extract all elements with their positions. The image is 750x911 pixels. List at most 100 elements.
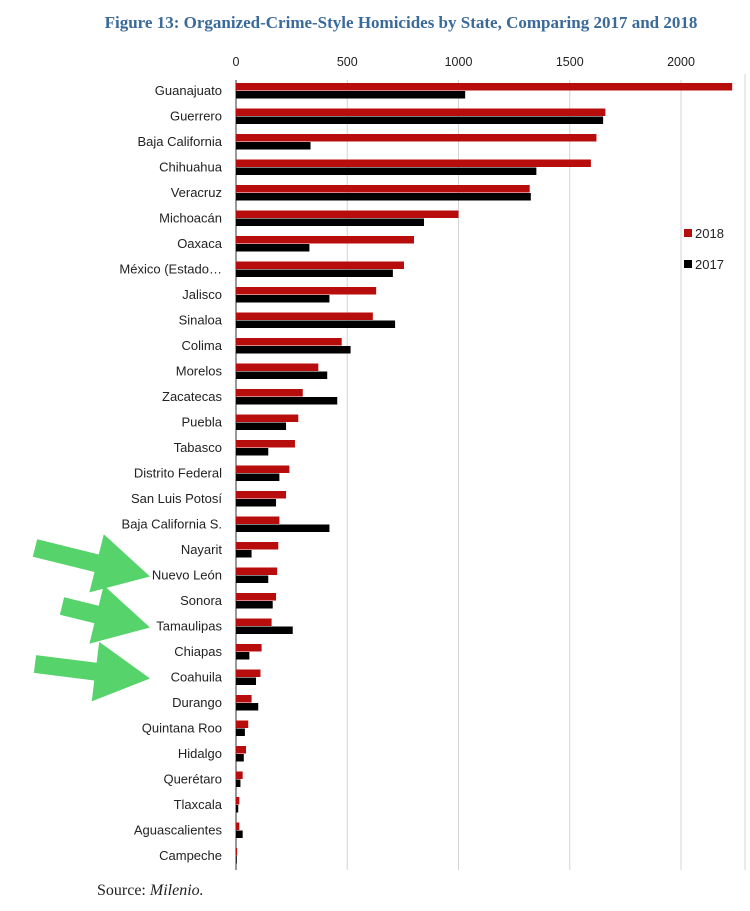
bar-2017 (236, 346, 351, 354)
category-label: Baja California (137, 134, 222, 149)
bar-2018 (236, 669, 261, 677)
category-label: Sonora (180, 593, 223, 608)
bar-2017 (236, 728, 245, 736)
bar-2018 (236, 338, 342, 346)
chart-title: Figure 13: Organized-Crime-Style Homicid… (105, 13, 698, 32)
bar-2018 (236, 542, 279, 550)
bar-2018 (236, 720, 249, 728)
bar-2017 (236, 754, 244, 762)
category-label: Morelos (176, 364, 223, 379)
category-label: Veracruz (171, 185, 222, 200)
bar-2017 (236, 244, 310, 252)
bar-2017 (236, 422, 287, 430)
category-label: Guerrero (170, 109, 222, 124)
legend-label-2018: 2018 (695, 226, 724, 241)
bar-2018 (236, 210, 459, 218)
category-label: México (Estado… (119, 262, 222, 277)
category-label: Distrito Federal (134, 466, 222, 481)
bars (236, 83, 733, 864)
category-label: Baja California S. (122, 517, 222, 532)
bar-2018 (236, 312, 373, 320)
bar-2017 (236, 601, 273, 609)
category-label: Michoacán (159, 211, 222, 226)
bar-2018 (236, 83, 733, 91)
bar-2018 (236, 491, 287, 499)
bar-2018 (236, 108, 606, 116)
bar-2017 (236, 473, 280, 481)
legend-swatch-2017 (684, 260, 692, 268)
bar-2018 (236, 236, 414, 244)
bar-2017 (236, 575, 269, 583)
bar-2017 (236, 167, 537, 175)
legend: 2018 2017 (684, 226, 724, 272)
bar-2017 (236, 856, 237, 864)
bar-2017 (236, 703, 259, 711)
x-tick-label: 1500 (556, 55, 584, 69)
bar-2017 (236, 116, 604, 124)
legend-swatch-2018 (684, 229, 692, 237)
bar-2018 (236, 822, 240, 830)
bar-2018 (236, 593, 277, 601)
bar-2018 (236, 185, 530, 193)
bar-2018 (236, 567, 278, 575)
source-note: Source: Milenio. (97, 882, 204, 899)
bar-2017 (236, 142, 311, 150)
category-label: Aguascalientes (134, 823, 223, 838)
category-labels: Guanajuato Guerrero Baja California Chihuah… (119, 83, 222, 863)
source-label: Source: (97, 882, 150, 899)
bar-2017 (236, 499, 277, 507)
category-label: Tlaxcala (174, 797, 223, 812)
x-tick-label: 0 (233, 55, 240, 69)
category-label: Chiapas (174, 644, 222, 659)
bar-2018 (236, 440, 295, 448)
category-label: Oaxaca (177, 236, 223, 251)
bar-2017 (236, 371, 328, 379)
bar-2017 (236, 269, 393, 277)
category-label: Nayarit (181, 542, 223, 557)
bar-2018 (236, 465, 290, 473)
x-axis: 0 500 1000 1500 2000 (233, 55, 695, 870)
bar-2017 (236, 295, 330, 303)
category-label: Coahuila (171, 670, 223, 685)
category-label: Nuevo León (152, 568, 222, 583)
bar-2017 (236, 320, 396, 328)
bar-2017 (236, 193, 531, 201)
bar-2017 (236, 677, 257, 685)
bar-2017 (236, 779, 241, 787)
category-label: Querétaro (163, 772, 222, 787)
category-label: Hidalgo (178, 746, 222, 761)
x-tick-label: 500 (337, 55, 358, 69)
bar-2018 (236, 287, 377, 295)
category-label: Campeche (159, 848, 222, 863)
bar-2018 (236, 695, 252, 703)
category-label: Jalisco (182, 287, 222, 302)
source-name: Milenio. (149, 882, 204, 899)
bar-2018 (236, 644, 262, 652)
bar-2017 (236, 524, 330, 532)
category-label: Durango (172, 695, 222, 710)
category-label: Puebla (182, 415, 223, 430)
bar-2017 (236, 550, 252, 558)
category-label: San Luis Potosí (131, 491, 222, 506)
category-label: Zacatecas (162, 389, 222, 404)
bar-2018 (236, 848, 238, 856)
bar-2018 (236, 516, 280, 524)
bar-2018 (236, 261, 404, 269)
green-arrow-tamaulipas (59, 585, 150, 644)
bar-2018 (236, 797, 240, 805)
bar-2018 (236, 389, 303, 397)
category-label: Colima (182, 338, 223, 353)
bar-2018 (236, 159, 591, 167)
bar-2018 (236, 771, 243, 779)
bar-2017 (236, 448, 269, 456)
bar-2018 (236, 134, 597, 142)
annotations (32, 534, 150, 702)
bar-2017 (236, 626, 293, 634)
bar-2017 (236, 218, 425, 226)
category-label: Tabasco (174, 440, 222, 455)
bar-2018 (236, 746, 247, 754)
legend-label-2017: 2017 (695, 257, 724, 272)
category-label: Guanajuato (155, 83, 222, 98)
x-tick-label: 2000 (667, 55, 695, 69)
